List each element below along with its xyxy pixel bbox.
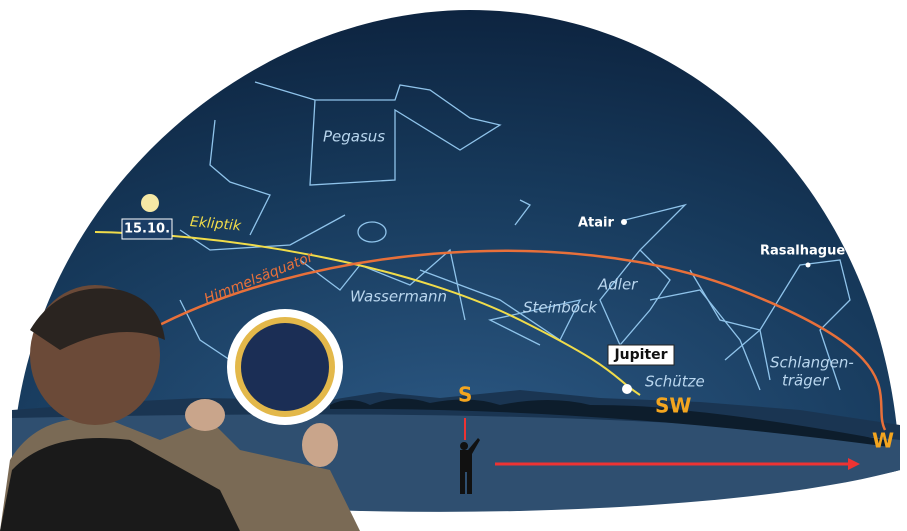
sky-map: 15.10. Ekliptik Himmelsäquator Pegasus W…	[0, 0, 907, 531]
constellation-label: Adler	[597, 276, 638, 294]
date-label: 15.10.	[124, 222, 170, 237]
star-label: Atair	[578, 216, 615, 231]
constellation-label: Wassermann	[350, 288, 447, 306]
moon	[141, 194, 159, 212]
direction-label: S	[458, 383, 472, 407]
star	[806, 263, 811, 268]
jupiter	[622, 384, 632, 394]
direction-label: SW	[655, 394, 691, 418]
constellation-label: träger	[782, 372, 829, 390]
star	[621, 219, 627, 225]
constellation-label: Pegasus	[323, 128, 385, 146]
constellation-label: Schütze	[645, 373, 705, 391]
constellation-label: Schlangen-	[770, 354, 854, 372]
star-label: Rasalhague	[760, 244, 845, 259]
screenshot: 15.10. Ekliptik Himmelsäquator Pegasus W…	[0, 0, 907, 531]
constellation-label: Steinbock	[523, 299, 598, 317]
planet-label: Jupiter	[613, 347, 667, 363]
direction-label: W	[872, 429, 894, 453]
